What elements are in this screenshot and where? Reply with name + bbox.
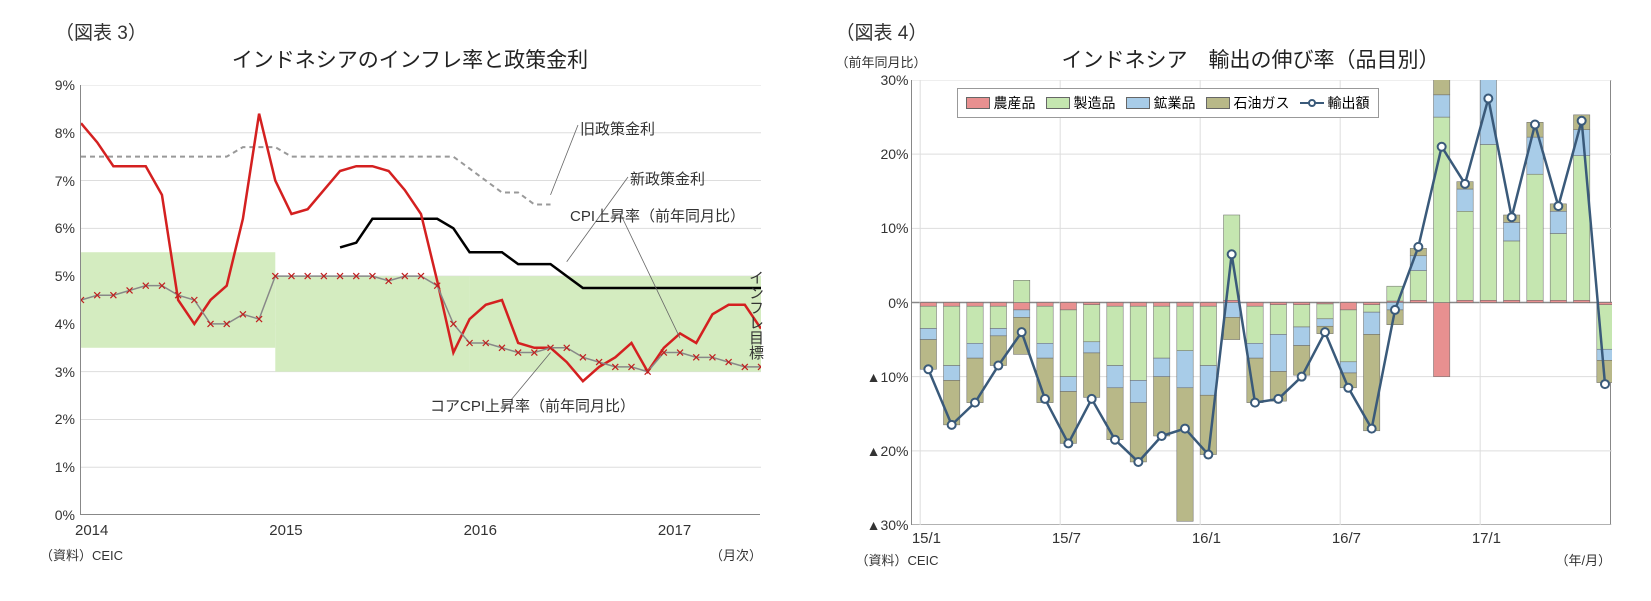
fig4-legend: 農産品 製造品 鉱業品 石油ガス 輸出額 [957,88,1379,118]
legend-mining: 鉱業品 [1126,93,1196,113]
fig4-xtick: 15/7 [1052,530,1081,547]
fig4-ytick: ▲10% [861,369,909,385]
fig4-label: （図表 4） [836,18,928,45]
fig3-xnote: （月次） [710,545,762,564]
fig4-ytick: ▲30% [861,517,909,533]
fig4-xnote: （年/月） [1556,550,1612,569]
legend-oilgas-label: 石油ガス [1234,93,1290,113]
label-target: インフレ目標 [745,270,766,360]
fig3-ytick: 4% [35,316,75,332]
label-core-cpi: コアCPI上昇率（前年同月比） [430,395,635,416]
legend-mfg-label: 製造品 [1074,93,1116,113]
fig3-label: （図表 3） [55,18,147,45]
fig4-xtick: 15/1 [912,530,941,547]
figure-4-panel: （図表 4） インドネシア 輸出の伸び率（品目別） （前年同月比） 農産品 製造… [826,10,1642,591]
fig3-ytick: 5% [35,268,75,284]
fig4-xtick: 17/1 [1472,530,1501,547]
label-cpi: CPI上昇率（前年同月比） [570,205,745,226]
legend-agri: 農産品 [966,93,1036,113]
fig4-ynote: （前年同月比） [836,52,927,71]
fig3-ytick: 0% [35,507,75,523]
fig3-plot-area [80,85,760,515]
fig4-ytick: 20% [861,146,909,162]
fig4-xtick: 16/7 [1332,530,1361,547]
legend-mining-label: 鉱業品 [1154,93,1196,113]
fig3-source: （資料）CEIC [40,545,123,564]
legend-oilgas: 石油ガス [1206,93,1290,113]
fig3-xtick: 2017 [658,522,691,539]
fig3-ytick: 3% [35,364,75,380]
fig3-ytick: 7% [35,173,75,189]
fig3-ytick: 1% [35,459,75,475]
fig4-ytick: 30% [861,72,909,88]
fig4-title: インドネシア 輸出の伸び率（品目別） [976,44,1526,74]
fig4-plot-area: 農産品 製造品 鉱業品 石油ガス 輸出額 [911,80,1611,525]
fig3-xtick: 2015 [269,522,302,539]
fig3-title: インドネシアのインフレ率と政策金利 [160,44,660,74]
fig3-ytick: 2% [35,411,75,427]
fig4-svg [912,80,1612,525]
legend-exports-label: 輸出額 [1328,93,1370,113]
legend-agri-label: 農産品 [994,93,1036,113]
fig3-xtick: 2016 [464,522,497,539]
label-old-policy: 旧政策金利 [580,118,655,139]
fig3-xtick: 2014 [75,522,108,539]
fig3-ytick: 8% [35,125,75,141]
fig4-ytick: 10% [861,220,909,236]
legend-exports: 輸出額 [1300,93,1370,113]
fig3-ytick: 6% [35,220,75,236]
fig3-ytick: 9% [35,77,75,93]
fig4-source: （資料）CEIC [856,550,939,569]
fig3-svg [81,85,761,515]
figure-3-panel: （図表 3） インドネシアのインフレ率と政策金利 0% 1% 2% 3% 4% 5% 6% 7… [10,10,826,591]
fig4-ytick: 0% [861,295,909,311]
fig4-ytick: ▲20% [861,443,909,459]
fig4-xtick: 16/1 [1192,530,1221,547]
label-new-policy: 新政策金利 [630,168,705,189]
legend-mfg: 製造品 [1046,93,1116,113]
